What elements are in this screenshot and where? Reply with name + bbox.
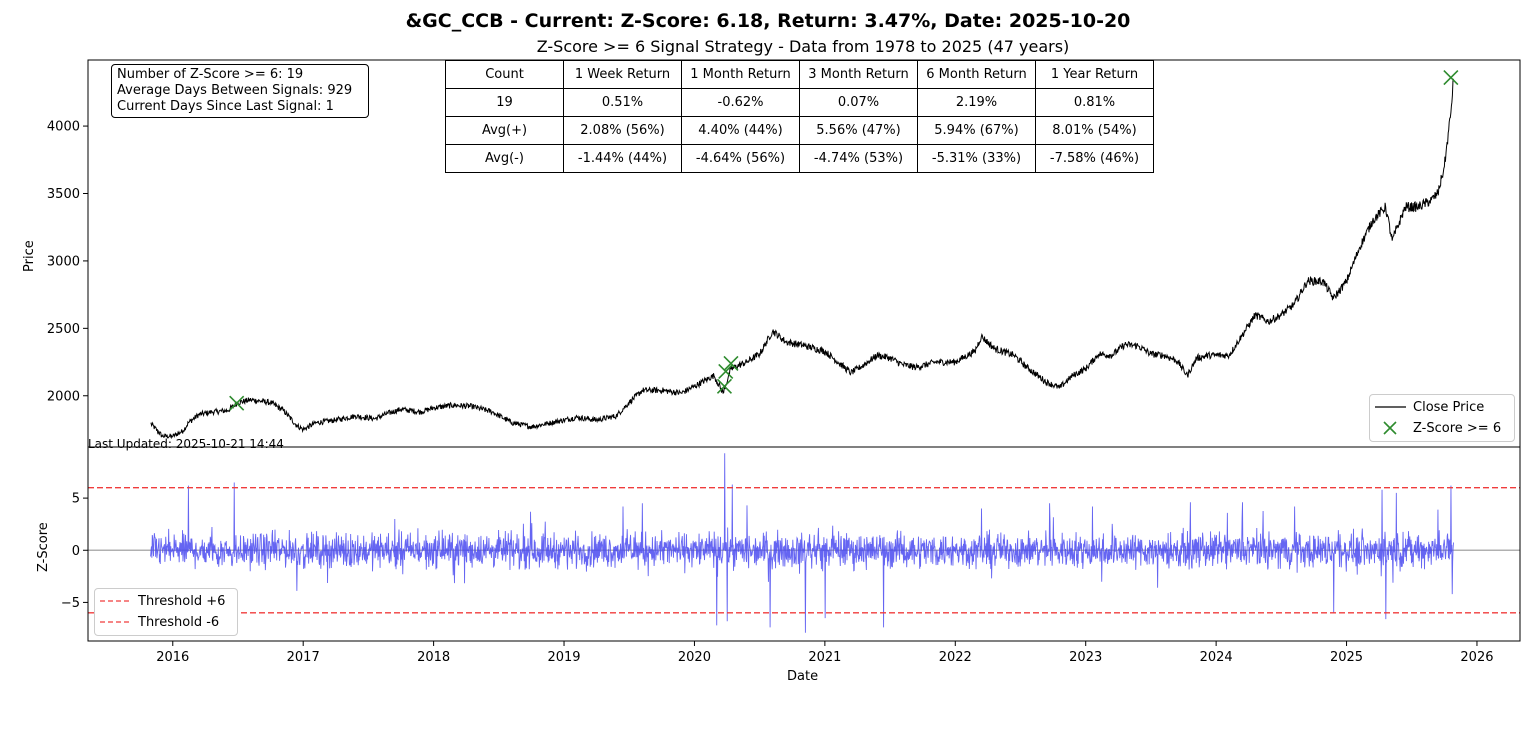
table-cell: -7.58% (46%) [1035,144,1154,173]
table-header-cell: 6 Month Return [917,60,1036,89]
table-cell: 0.51% [563,88,682,117]
x-marker-icon [1383,421,1397,435]
signal-count-text: Number of Z-Score >= 6: 19 [117,67,304,82]
y-tick-label: 2500 [47,322,80,337]
legend-label: Threshold +6 [138,593,226,609]
zscore-plot-frame [87,446,1521,642]
legend-dash-swatch [100,600,131,602]
table-header-cell: 1 Year Return [1035,60,1154,89]
y-tick-label: 4000 [47,120,80,135]
x-tick-label: 2018 [417,650,450,665]
close-price-line [150,78,1454,440]
table-cell: 5.94% (67%) [917,116,1036,145]
x-tick-label: 2017 [287,650,320,665]
signal-marker [229,395,245,411]
table-cell: 5.56% (47%) [799,116,918,145]
x-tick-label: 2020 [678,650,711,665]
signal-marker [1443,69,1459,86]
legend-label: Z-Score >= 6 [1413,420,1502,436]
table-cell: -4.74% (53%) [799,144,918,173]
avg-days-text: Average Days Between Signals: 929 [117,83,353,98]
zscore-line [150,453,1454,633]
table-header-cell: 3 Month Return [799,60,918,89]
legend-label: Threshold -6 [138,614,220,630]
table-cell: 8.01% (54%) [1035,116,1154,145]
zscore-plot: −5 0 5 2016 2017 2018 2019 2020 2021 2022 2023 2024… [61,446,1521,665]
table-cell: 0.81% [1035,88,1154,117]
y-tick-label: 0 [72,544,80,559]
legend-label: Close Price [1413,399,1485,415]
price-axis-label: Price [22,240,37,272]
x-tick-label: 2023 [1069,650,1102,665]
zscore-axis-label: Z-Score [36,522,51,572]
table-cell: -0.62% [681,88,800,117]
table-row: Avg(-) -1.44% (44%) -4.64% (56%) -4.74% … [445,144,1154,173]
table-cell: -1.44% (44%) [563,144,682,173]
price-legend: Close Price Z-Score >= 6 [1369,394,1515,442]
table-cell: Avg(+) [445,116,564,145]
zscore-legend: Threshold +6 Threshold -6 [94,588,238,636]
table-row: 19 0.51% -0.62% 0.07% 2.19% 0.81% [445,88,1154,117]
y-tick-label: 5 [72,492,80,507]
table-cell: -4.64% (56%) [681,144,800,173]
days-since-text: Current Days Since Last Signal: 1 [117,99,334,114]
table-header-cell: Count [445,60,564,89]
legend-line-swatch [1375,406,1406,408]
table-header-cell: 1 Week Return [563,60,682,89]
signal-marker [723,355,739,371]
table-header-cell: 1 Month Return [681,60,800,89]
table-cell: 2.08% (56%) [563,116,682,145]
signal-marker [718,363,734,380]
x-tick-label: 2019 [547,650,580,665]
table-cell: -5.31% (33%) [917,144,1036,173]
x-tick-label: 2022 [939,650,972,665]
chart-subtitle: Z-Score >= 6 Signal Strategy - Data from… [536,37,1070,56]
signal-stats-box: Number of Z-Score >= 6: 19 Average Days … [111,64,369,118]
y-tick-label: 2000 [47,389,80,404]
x-tick-label: 2021 [808,650,841,665]
table-cell: 2.19% [917,88,1036,117]
y-tick-label: 3000 [47,254,80,269]
table-row: Avg(+) 2.08% (56%) 4.40% (44%) 5.56% (47… [445,116,1154,145]
legend-dash-swatch [100,621,131,623]
table-header-row: Count 1 Week Return 1 Month Return 3 Mon… [445,60,1154,89]
signal-marker [716,378,733,394]
table-cell: 0.07% [799,88,918,117]
x-tick-label: 2026 [1460,650,1493,665]
y-tick-label: −5 [61,596,80,611]
x-tick-label: 2025 [1330,650,1363,665]
date-axis-label: Date [787,669,819,684]
y-tick-label: 3500 [47,187,80,202]
chart-title: &GC_CCB - Current: Z-Score: 6.18, Return… [405,10,1131,32]
returns-table: Count 1 Week Return 1 Month Return 3 Mon… [445,60,1154,173]
x-tick-label: 2024 [1200,650,1233,665]
table-cell: 4.40% (44%) [681,116,800,145]
x-tick-label: 2016 [156,650,189,665]
table-cell: 19 [445,88,564,117]
table-cell: Avg(-) [445,144,564,173]
last-updated-text: Last Updated: 2025-10-21 14:44 [88,437,284,451]
